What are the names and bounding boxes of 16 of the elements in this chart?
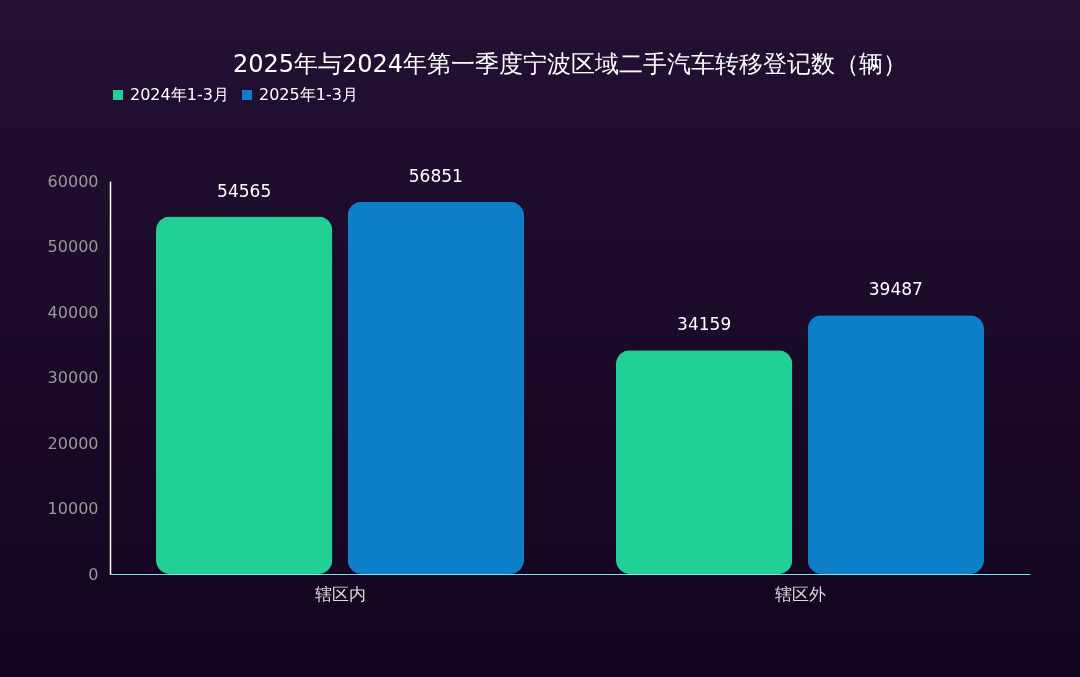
y-tick-label: 10000 bbox=[47, 499, 99, 518]
y-tick-label: 60000 bbox=[47, 171, 99, 191]
y-tick-label: 30000 bbox=[47, 368, 99, 387]
data-label: 39487 bbox=[868, 279, 923, 300]
y-tick-label: 0 bbox=[88, 564, 99, 584]
y-tick-label: 40000 bbox=[47, 302, 99, 322]
data-label: 56851 bbox=[408, 165, 463, 186]
x-tick-label: 辖区内 bbox=[314, 583, 366, 604]
data-label: 34159 bbox=[677, 314, 732, 335]
y-tick-label: 50000 bbox=[47, 237, 99, 256]
data-label: 54565 bbox=[217, 180, 272, 201]
x-tick-label: 辖区外 bbox=[774, 583, 826, 604]
legend-label: 2024年1-3月 bbox=[130, 85, 229, 104]
legend-label: 2025年1-3月 bbox=[259, 85, 358, 104]
chart-title: 2025年与2024年第一季度宁波区域二手汽车转移登记数（辆） bbox=[232, 50, 908, 78]
y-tick-label: 20000 bbox=[47, 433, 99, 453]
